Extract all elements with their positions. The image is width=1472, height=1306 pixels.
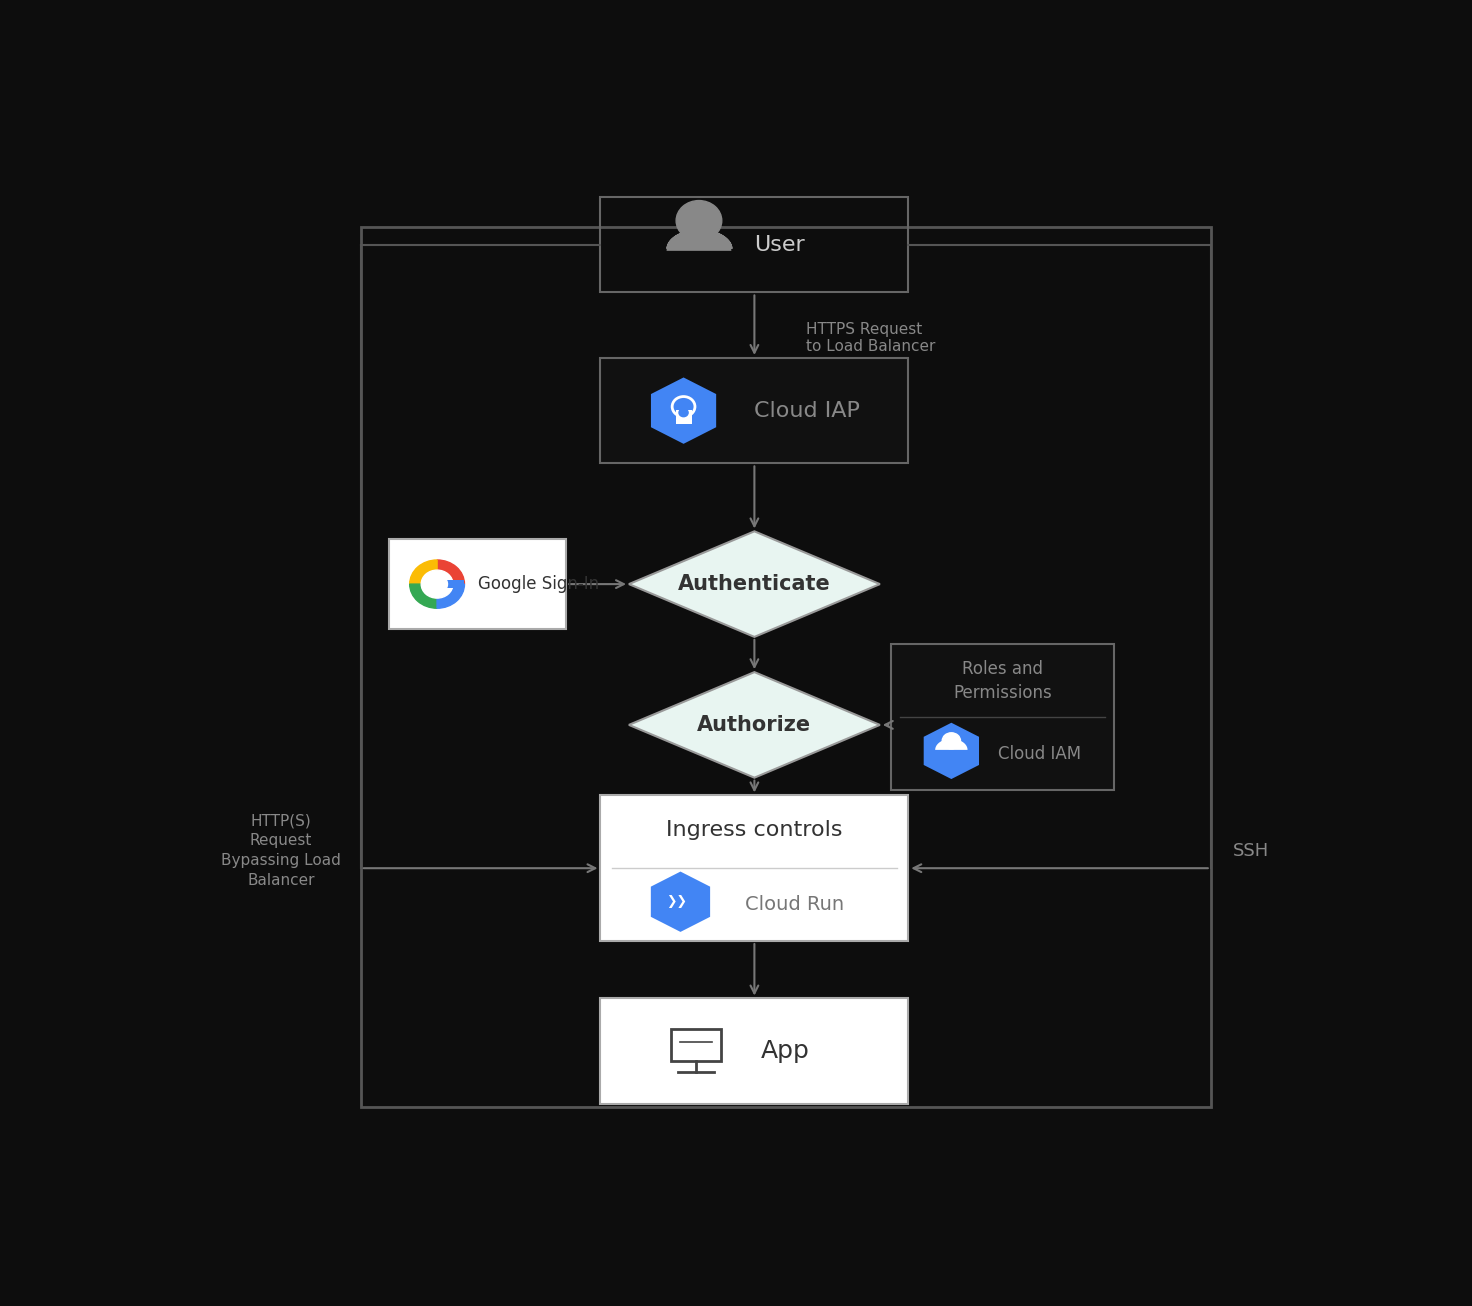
Text: Google Sign-In: Google Sign-In <box>478 575 599 593</box>
Polygon shape <box>629 673 880 777</box>
Wedge shape <box>437 560 465 584</box>
Wedge shape <box>409 584 437 609</box>
Circle shape <box>942 733 961 748</box>
Polygon shape <box>935 739 967 750</box>
Text: Cloud IAM: Cloud IAM <box>998 744 1082 763</box>
Polygon shape <box>629 532 880 637</box>
Text: HTTP(S)
Request
Bypassing Load
Balancer: HTTP(S) Request Bypassing Load Balancer <box>221 814 342 888</box>
Circle shape <box>421 571 453 598</box>
Circle shape <box>679 409 687 417</box>
FancyBboxPatch shape <box>437 580 464 588</box>
Text: User: User <box>754 235 805 255</box>
FancyBboxPatch shape <box>891 644 1114 790</box>
Text: Roles and
Permissions: Roles and Permissions <box>954 660 1052 701</box>
Circle shape <box>427 575 447 593</box>
Text: HTTPS Request
to Load Balancer: HTTPS Request to Load Balancer <box>805 321 935 354</box>
Text: App: App <box>761 1040 810 1063</box>
FancyBboxPatch shape <box>601 358 908 464</box>
FancyBboxPatch shape <box>676 410 692 423</box>
FancyBboxPatch shape <box>601 998 908 1104</box>
Text: Authenticate: Authenticate <box>679 575 830 594</box>
Wedge shape <box>437 584 465 609</box>
FancyBboxPatch shape <box>389 539 567 629</box>
Polygon shape <box>651 377 717 444</box>
FancyBboxPatch shape <box>601 795 908 942</box>
Text: Cloud Run: Cloud Run <box>745 895 845 914</box>
Circle shape <box>676 201 721 240</box>
Polygon shape <box>667 234 732 251</box>
Text: ❯❯: ❯❯ <box>667 895 687 908</box>
Text: Ingress controls: Ingress controls <box>667 820 842 840</box>
Text: SSH: SSH <box>1232 841 1269 859</box>
Polygon shape <box>924 722 979 780</box>
Polygon shape <box>651 871 710 932</box>
Wedge shape <box>409 560 437 584</box>
Text: Cloud IAP: Cloud IAP <box>754 401 860 421</box>
Text: Authorize: Authorize <box>698 714 811 735</box>
